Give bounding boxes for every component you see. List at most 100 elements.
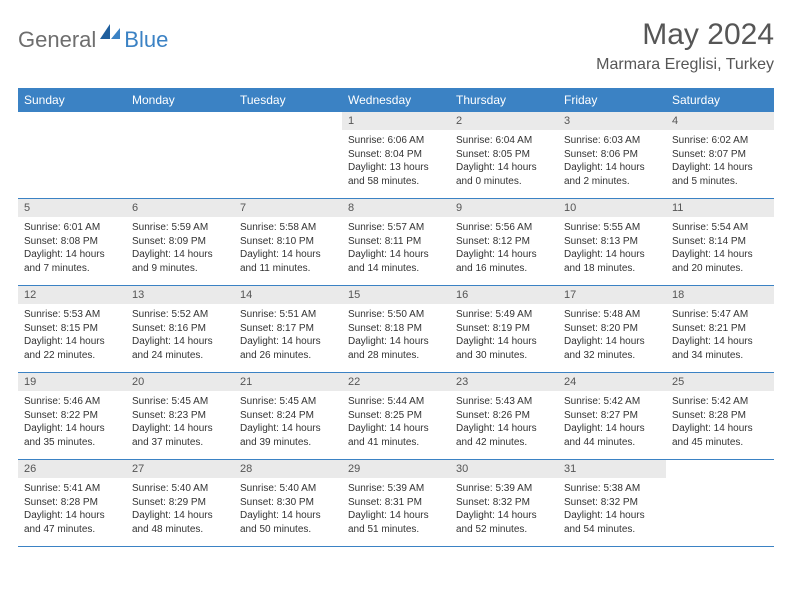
daylight-line: Daylight: 14 hours and 37 minutes. [132,422,228,449]
sunset-line: Sunset: 8:25 PM [348,409,444,423]
day-number: 16 [450,286,558,304]
day-cell: 7Sunrise: 5:58 AMSunset: 8:10 PMDaylight… [234,199,342,285]
page: General Blue May 2024 Marmara Ereglisi, … [0,0,792,547]
sunrise-line: Sunrise: 5:49 AM [456,308,552,322]
day-number: 27 [126,460,234,478]
logo-text-blue: Blue [124,27,168,53]
dow-cell: Thursday [450,88,558,112]
sunset-line: Sunset: 8:28 PM [672,409,768,423]
dow-cell: Monday [126,88,234,112]
sunset-line: Sunset: 8:07 PM [672,148,768,162]
week-row: 5Sunrise: 6:01 AMSunset: 8:08 PMDaylight… [18,199,774,286]
sunset-line: Sunset: 8:27 PM [564,409,660,423]
day-body: Sunrise: 5:42 AMSunset: 8:27 PMDaylight:… [558,391,666,455]
day-body: Sunrise: 5:49 AMSunset: 8:19 PMDaylight:… [450,304,558,368]
sunrise-line: Sunrise: 5:43 AM [456,395,552,409]
daylight-line: Daylight: 14 hours and 42 minutes. [456,422,552,449]
sunrise-line: Sunrise: 5:50 AM [348,308,444,322]
daylight-line: Daylight: 14 hours and 35 minutes. [24,422,120,449]
sunset-line: Sunset: 8:21 PM [672,322,768,336]
day-number: 23 [450,373,558,391]
day-cell: 10Sunrise: 5:55 AMSunset: 8:13 PMDayligh… [558,199,666,285]
day-number: 22 [342,373,450,391]
daylight-line: Daylight: 14 hours and 26 minutes. [240,335,336,362]
day-body: Sunrise: 5:41 AMSunset: 8:28 PMDaylight:… [18,478,126,542]
day-body: Sunrise: 5:52 AMSunset: 8:16 PMDaylight:… [126,304,234,368]
daylight-line: Daylight: 14 hours and 41 minutes. [348,422,444,449]
day-number: 2 [450,112,558,130]
day-number: 8 [342,199,450,217]
day-body: Sunrise: 5:44 AMSunset: 8:25 PMDaylight:… [342,391,450,455]
day-number: 4 [666,112,774,130]
sunrise-line: Sunrise: 5:55 AM [564,221,660,235]
day-number: 26 [18,460,126,478]
day-cell: 26Sunrise: 5:41 AMSunset: 8:28 PMDayligh… [18,460,126,546]
sunrise-line: Sunrise: 5:46 AM [24,395,120,409]
sunrise-line: Sunrise: 5:59 AM [132,221,228,235]
day-body: Sunrise: 5:40 AMSunset: 8:30 PMDaylight:… [234,478,342,542]
logo: General Blue [18,24,168,55]
daylight-line: Daylight: 14 hours and 39 minutes. [240,422,336,449]
day-cell [18,112,126,198]
daylight-line: Daylight: 14 hours and 2 minutes. [564,161,660,188]
day-number: 12 [18,286,126,304]
sunset-line: Sunset: 8:10 PM [240,235,336,249]
day-body: Sunrise: 6:06 AMSunset: 8:04 PMDaylight:… [342,130,450,194]
day-body: Sunrise: 6:02 AMSunset: 8:07 PMDaylight:… [666,130,774,194]
sunrise-line: Sunrise: 5:48 AM [564,308,660,322]
dow-row: SundayMondayTuesdayWednesdayThursdayFrid… [18,88,774,112]
daylight-line: Daylight: 14 hours and 30 minutes. [456,335,552,362]
day-body: Sunrise: 5:43 AMSunset: 8:26 PMDaylight:… [450,391,558,455]
day-body: Sunrise: 5:48 AMSunset: 8:20 PMDaylight:… [558,304,666,368]
day-body: Sunrise: 5:58 AMSunset: 8:10 PMDaylight:… [234,217,342,281]
day-number: 21 [234,373,342,391]
header: General Blue May 2024 Marmara Ereglisi, … [18,18,774,74]
daylight-line: Daylight: 14 hours and 32 minutes. [564,335,660,362]
sunset-line: Sunset: 8:31 PM [348,496,444,510]
weeks-container: 1Sunrise: 6:06 AMSunset: 8:04 PMDaylight… [18,112,774,547]
daylight-line: Daylight: 14 hours and 18 minutes. [564,248,660,275]
daylight-line: Daylight: 14 hours and 5 minutes. [672,161,768,188]
title-block: May 2024 Marmara Ereglisi, Turkey [596,18,774,74]
day-body: Sunrise: 6:03 AMSunset: 8:06 PMDaylight:… [558,130,666,194]
sunset-line: Sunset: 8:13 PM [564,235,660,249]
sunrise-line: Sunrise: 5:39 AM [456,482,552,496]
day-cell: 27Sunrise: 5:40 AMSunset: 8:29 PMDayligh… [126,460,234,546]
day-number: 6 [126,199,234,217]
day-cell: 16Sunrise: 5:49 AMSunset: 8:19 PMDayligh… [450,286,558,372]
sunset-line: Sunset: 8:29 PM [132,496,228,510]
day-cell: 30Sunrise: 5:39 AMSunset: 8:32 PMDayligh… [450,460,558,546]
sunrise-line: Sunrise: 5:53 AM [24,308,120,322]
sunrise-line: Sunrise: 5:51 AM [240,308,336,322]
sunset-line: Sunset: 8:08 PM [24,235,120,249]
day-body: Sunrise: 5:53 AMSunset: 8:15 PMDaylight:… [18,304,126,368]
daylight-line: Daylight: 14 hours and 0 minutes. [456,161,552,188]
day-cell: 9Sunrise: 5:56 AMSunset: 8:12 PMDaylight… [450,199,558,285]
sunset-line: Sunset: 8:28 PM [24,496,120,510]
day-number: 29 [342,460,450,478]
daylight-line: Daylight: 14 hours and 51 minutes. [348,509,444,536]
dow-cell: Sunday [18,88,126,112]
day-number: 24 [558,373,666,391]
sunrise-line: Sunrise: 6:02 AM [672,134,768,148]
daylight-line: Daylight: 14 hours and 34 minutes. [672,335,768,362]
week-row: 26Sunrise: 5:41 AMSunset: 8:28 PMDayligh… [18,460,774,547]
sunset-line: Sunset: 8:15 PM [24,322,120,336]
sunset-line: Sunset: 8:17 PM [240,322,336,336]
day-cell: 2Sunrise: 6:04 AMSunset: 8:05 PMDaylight… [450,112,558,198]
day-cell: 19Sunrise: 5:46 AMSunset: 8:22 PMDayligh… [18,373,126,459]
day-number: 3 [558,112,666,130]
day-cell: 22Sunrise: 5:44 AMSunset: 8:25 PMDayligh… [342,373,450,459]
day-cell: 15Sunrise: 5:50 AMSunset: 8:18 PMDayligh… [342,286,450,372]
sunset-line: Sunset: 8:32 PM [456,496,552,510]
daylight-line: Daylight: 14 hours and 24 minutes. [132,335,228,362]
daylight-line: Daylight: 14 hours and 44 minutes. [564,422,660,449]
sunset-line: Sunset: 8:26 PM [456,409,552,423]
daylight-line: Daylight: 14 hours and 50 minutes. [240,509,336,536]
sunrise-line: Sunrise: 5:57 AM [348,221,444,235]
daylight-line: Daylight: 14 hours and 11 minutes. [240,248,336,275]
day-body: Sunrise: 5:39 AMSunset: 8:31 PMDaylight:… [342,478,450,542]
month-title: May 2024 [596,18,774,52]
day-body: Sunrise: 5:59 AMSunset: 8:09 PMDaylight:… [126,217,234,281]
sunset-line: Sunset: 8:23 PM [132,409,228,423]
